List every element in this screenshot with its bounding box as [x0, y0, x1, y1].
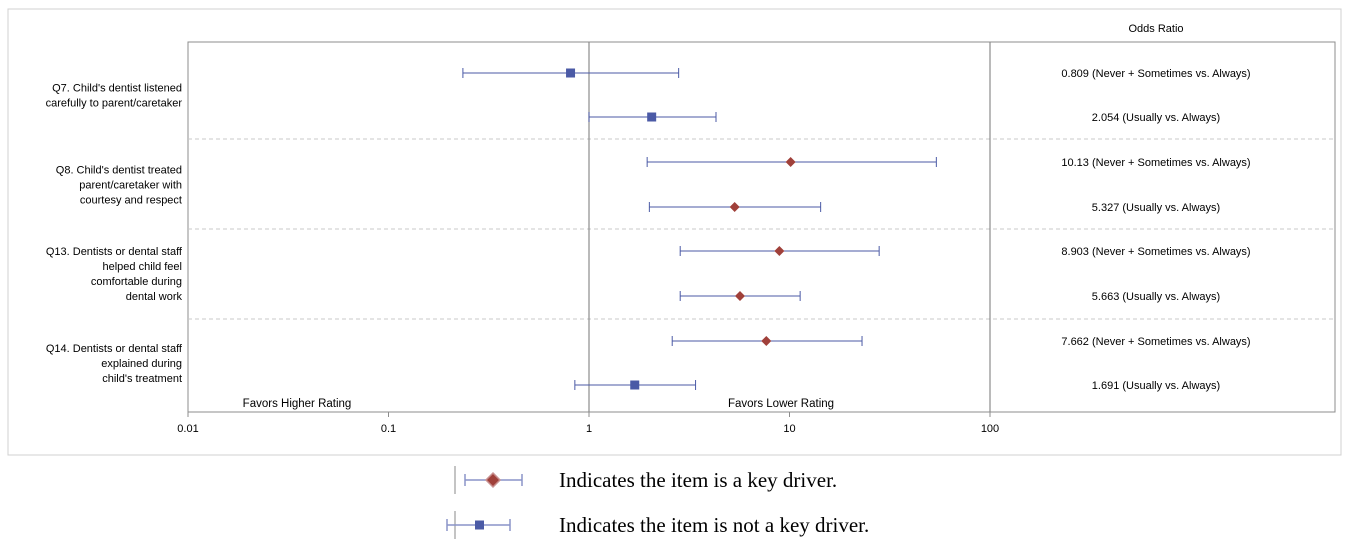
- odds-ratio-value: 0.809 (Never + Sometimes vs. Always): [1061, 68, 1250, 80]
- group-label: Q14. Dentists or dental staff explained d…: [46, 343, 183, 385]
- legend-not-key-driver: Indicates the item is not a key driver.: [440, 511, 1040, 539]
- group-label: Q13. Dentists or dental staff helped chil…: [46, 246, 183, 303]
- odds-ratio-value: 2.054 (Usually vs. Always): [1092, 112, 1220, 124]
- x-tick-label: 1: [586, 423, 592, 435]
- favors-higher-label: Favors Higher Rating: [243, 398, 352, 410]
- odds-ratio-value: 10.13 (Never + Sometimes vs. Always): [1061, 157, 1250, 169]
- outer-panel: [7, 8, 1342, 456]
- not-key-driver-legend-symbol: [446, 511, 511, 539]
- plot-frame: [187, 41, 1336, 413]
- odds-ratio-value: 7.662 (Never + Sometimes vs. Always): [1061, 336, 1250, 348]
- legend-not-key-driver-text: Indicates the item is not a key driver.: [559, 513, 870, 537]
- odds-ratio-value: 8.903 (Never + Sometimes vs. Always): [1061, 246, 1250, 258]
- key-driver-marker: [761, 336, 772, 346]
- group-label: Q7. Child's dentist listened carefully to…: [46, 83, 183, 110]
- group-label: Q8. Child's dentist treated parent/careta…: [56, 165, 182, 207]
- x-tick-label: 0.1: [381, 423, 396, 435]
- x-tick-label: 10: [783, 423, 795, 435]
- x-tick-label: 100: [981, 423, 999, 435]
- key-driver-marker: [774, 246, 785, 256]
- legend-key-driver: Indicates the item is a key driver.: [440, 466, 1040, 494]
- x-tick-label: 0.01: [177, 423, 198, 435]
- forest-plot: 0.01 0.1 1 10 100 Odds Ratio Favors Higher Rat…: [7, 8, 1342, 456]
- odds-ratio-value: 1.691 (Usually vs. Always): [1092, 380, 1220, 392]
- not-key-driver-marker: [566, 68, 576, 78]
- odds-ratio-value: 5.327 (Usually vs. Always): [1092, 202, 1220, 214]
- not-key-driver-marker: [647, 112, 657, 122]
- odds-ratio-value: 5.663 (Usually vs. Always): [1092, 291, 1220, 303]
- odds-ratio-header: Odds Ratio: [1128, 23, 1183, 35]
- key-driver-legend-symbol: [454, 466, 523, 494]
- not-key-driver-marker: [630, 380, 640, 390]
- key-driver-marker: [734, 291, 745, 301]
- favors-lower-label: Favors Lower Rating: [728, 398, 834, 410]
- legend-key-driver-text: Indicates the item is a key driver.: [559, 468, 838, 492]
- key-driver-marker: [729, 202, 740, 212]
- key-driver-marker: [785, 157, 796, 167]
